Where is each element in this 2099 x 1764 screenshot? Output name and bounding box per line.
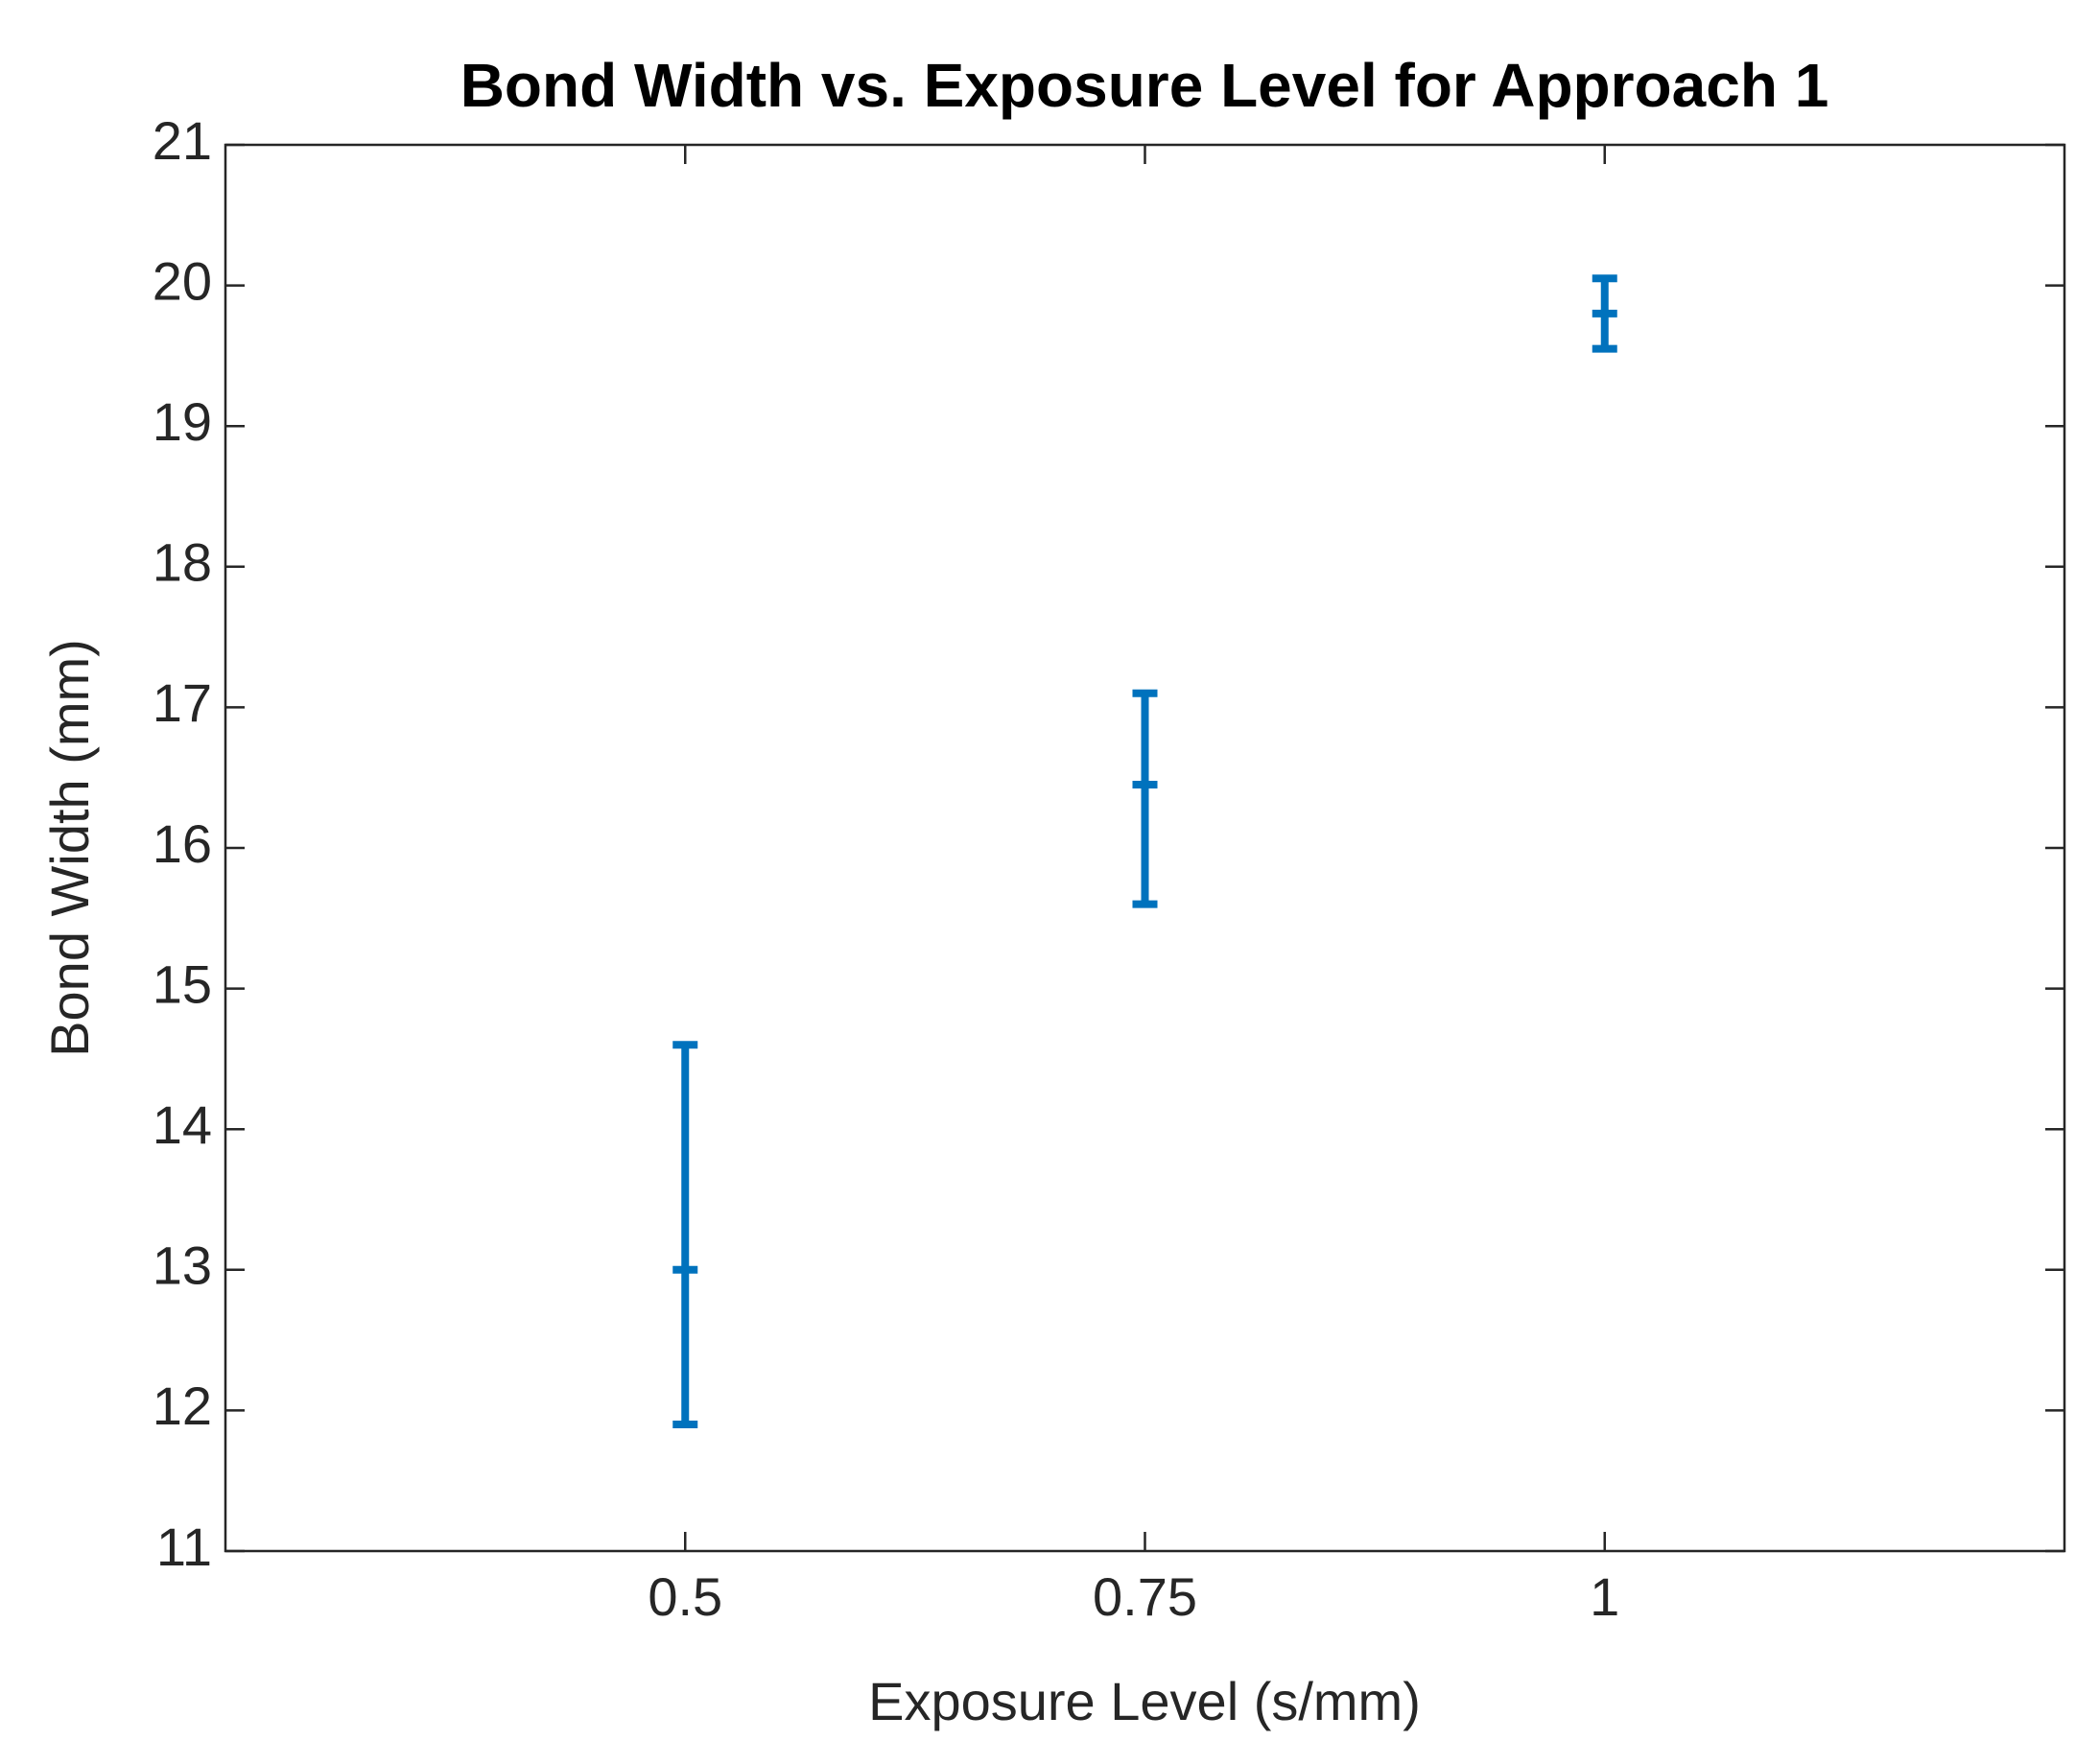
x-tick-label: 1 [1590, 1566, 1619, 1627]
y-tick-label: 18 [153, 532, 212, 593]
y-tick-label: 21 [153, 110, 212, 171]
y-tick-label: 12 [153, 1376, 212, 1436]
y-tick-label: 15 [153, 953, 212, 1014]
chart-title: Bond Width vs. Exposure Level for Approa… [460, 51, 1829, 120]
y-tick-label: 16 [153, 813, 212, 874]
x-tick-label: 0.5 [648, 1566, 722, 1627]
y-tick-label: 11 [156, 1517, 212, 1577]
y-axis-label: Bond Width (mm) [39, 639, 100, 1057]
y-tick-label: 19 [153, 391, 212, 452]
y-tick-label: 17 [153, 672, 212, 733]
x-axis-label: Exposure Level (s/mm) [868, 1671, 1421, 1731]
x-tick-label: 0.75 [1093, 1566, 1197, 1627]
y-tick-label: 20 [153, 250, 212, 311]
y-tick-label: 13 [153, 1235, 212, 1296]
y-tick-label: 14 [153, 1094, 212, 1155]
